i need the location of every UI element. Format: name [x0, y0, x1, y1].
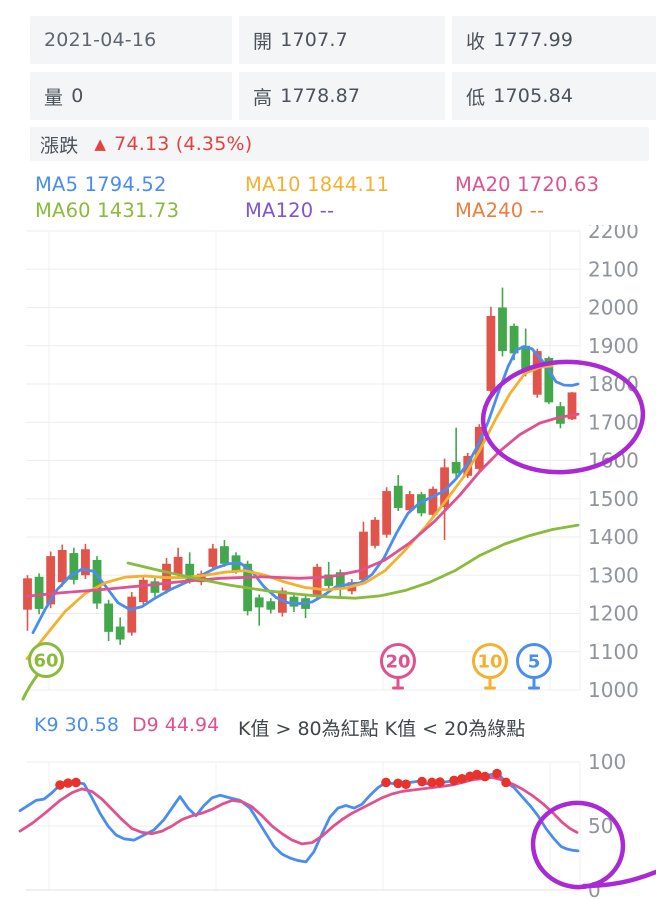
svg-text:1200: 1200	[588, 602, 639, 626]
svg-text:20: 20	[385, 652, 410, 673]
ma120-legend[interactable]: MA120 --	[245, 199, 335, 222]
d9-value: D9 44.94	[132, 714, 220, 736]
k9-value: K9 30.58	[34, 714, 119, 736]
ma20-legend[interactable]: MA20 1720.63	[455, 173, 600, 196]
ma60-legend[interactable]: MA60 1431.73	[35, 199, 180, 222]
volume-box: 量 0	[30, 72, 232, 120]
main-y-axis-labels: 2200210020001900180017001600150014001300…	[588, 225, 639, 702]
svg-text:1100: 1100	[588, 640, 639, 664]
k-over-80-red-dots	[55, 768, 511, 790]
open-box: 開 1707.7	[239, 16, 445, 64]
svg-text:1900: 1900	[588, 334, 639, 358]
ma10-legend[interactable]: MA10 1844.11	[245, 173, 390, 196]
quote-date: 2021-04-16	[44, 29, 157, 51]
high-value: 1778.87	[280, 85, 361, 107]
date-box: 2021-04-16	[30, 16, 232, 64]
balloon-marker-10[interactable]: 10	[472, 643, 508, 690]
open-value: 1707.7	[280, 29, 348, 51]
svg-text:1300: 1300	[588, 563, 639, 587]
volume-label: 量	[44, 86, 64, 109]
svg-text:5: 5	[528, 652, 541, 673]
close-value: 1777.99	[493, 29, 574, 51]
ma-lines	[25, 345, 580, 661]
price-candlestick-chart[interactable]: 2200210020001900180017001600150014001300…	[0, 225, 656, 703]
svg-text:1000: 1000	[588, 678, 639, 702]
ma240-legend[interactable]: MA240 --	[455, 199, 545, 222]
low-label: 低	[466, 86, 486, 109]
main-gridlines	[26, 230, 581, 691]
change-value: 74.13 (4.35%)	[114, 133, 253, 155]
low-value: 1705.84	[493, 85, 574, 107]
high-box: 高 1778.87	[239, 72, 445, 120]
svg-text:2100: 2100	[588, 257, 639, 281]
balloon-marker-60[interactable]: 60	[21, 642, 64, 701]
kd-rule-note: K值 > 80為紅點 K值 < 20為綠點	[238, 718, 526, 740]
volume-value: 0	[71, 85, 84, 107]
open-label: 開	[253, 30, 273, 53]
hand-drawn-circle-annotation	[480, 359, 646, 475]
kd-gridlines	[26, 761, 581, 891]
ma5-legend[interactable]: MA5 1794.52	[35, 173, 167, 196]
candlesticks	[23, 287, 577, 645]
svg-text:100: 100	[588, 750, 626, 774]
high-label: 高	[253, 86, 273, 109]
svg-text:1400: 1400	[588, 525, 639, 549]
change-label: 漲跌	[40, 134, 79, 157]
ma-balloon-markers: 60 20 10 5	[21, 642, 552, 701]
balloon-marker-20[interactable]: 20	[380, 643, 416, 690]
up-triangle-icon: ▲	[94, 135, 107, 153]
svg-text:1700: 1700	[588, 410, 639, 434]
svg-text:2200: 2200	[588, 225, 639, 243]
close-box: 收 1777.99	[452, 16, 656, 64]
change-box: 漲跌 ▲ 74.13 (4.35%)	[30, 127, 649, 161]
balloon-marker-5[interactable]: 5	[516, 643, 552, 690]
hand-drawn-circle-annotation-kd	[530, 800, 656, 890]
svg-text:60: 60	[33, 651, 58, 672]
low-box: 低 1705.84	[452, 72, 656, 120]
svg-text:1500: 1500	[588, 487, 639, 511]
close-label: 收	[466, 30, 486, 53]
svg-text:2000: 2000	[588, 296, 639, 320]
kd-lines	[18, 772, 580, 864]
svg-text:10: 10	[477, 652, 502, 673]
